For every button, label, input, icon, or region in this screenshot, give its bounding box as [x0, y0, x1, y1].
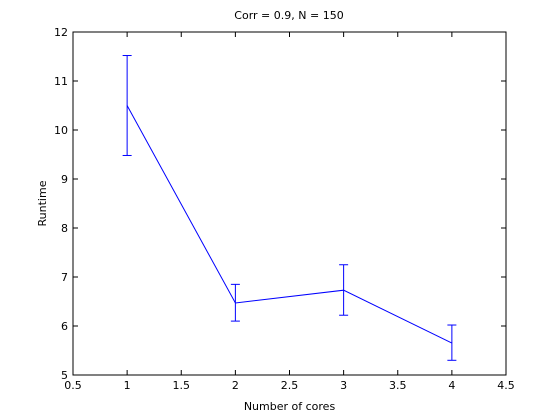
- x-axis-title: Number of cores: [244, 400, 336, 413]
- plot-area: [73, 32, 506, 375]
- chart-title: Corr = 0.9, N = 150: [234, 9, 343, 22]
- y-tick-label: 7: [61, 271, 68, 284]
- y-axis-title: Runtime: [36, 180, 49, 226]
- y-tick-label: 6: [61, 320, 68, 333]
- y-tick-label: 11: [54, 75, 68, 88]
- x-tick-label: 3: [340, 379, 347, 392]
- x-tick-label: 2: [232, 379, 239, 392]
- x-tick-label: 2.5: [281, 379, 299, 392]
- y-tick-label: 10: [54, 124, 68, 137]
- y-tick-label: 8: [61, 222, 68, 235]
- x-tick-label: 4: [448, 379, 455, 392]
- y-tick-label: 9: [61, 173, 68, 186]
- x-tick-label: 1: [124, 379, 131, 392]
- x-tick-label: 1.5: [173, 379, 191, 392]
- x-tick-label: 4.5: [497, 379, 515, 392]
- x-tick-label: 3.5: [389, 379, 407, 392]
- y-tick-label: 5: [61, 369, 68, 382]
- y-tick-label: 12: [54, 26, 68, 39]
